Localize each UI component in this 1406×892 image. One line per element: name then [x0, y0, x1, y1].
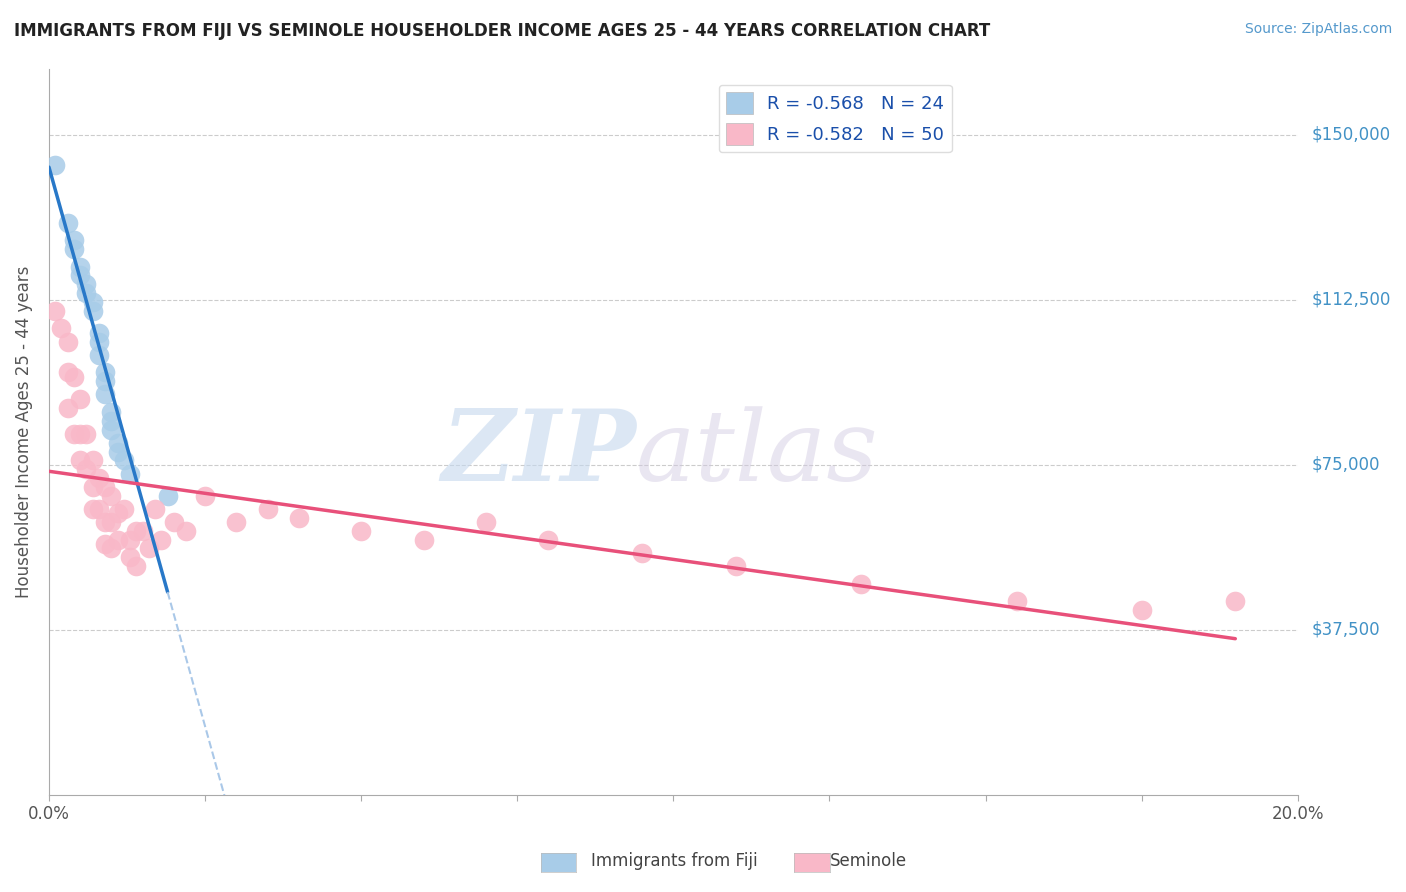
Point [194, 489, 217, 503]
Point [87, 348, 110, 362]
Point [112, 453, 135, 467]
Point [107, 533, 129, 547]
Point [69, 453, 91, 467]
Point [82, 501, 104, 516]
Text: ZIP: ZIP [441, 405, 636, 502]
Point [163, 515, 186, 529]
Point [120, 533, 142, 547]
Point [75, 427, 97, 442]
Point [51, 321, 73, 335]
Text: Source: ZipAtlas.com: Source: ZipAtlas.com [1244, 22, 1392, 37]
Point [176, 524, 198, 538]
Point [94, 387, 117, 401]
Point [44, 158, 66, 172]
Point [1005, 594, 1028, 608]
Point [63, 427, 86, 442]
Point [82, 480, 104, 494]
Point [100, 541, 122, 556]
Point [107, 435, 129, 450]
Text: $75,000: $75,000 [1312, 456, 1381, 474]
Point [1225, 594, 1247, 608]
Text: Immigrants from Fiji: Immigrants from Fiji [591, 852, 758, 870]
Text: $150,000: $150,000 [1312, 126, 1391, 144]
Point [120, 467, 142, 481]
Text: $112,500: $112,500 [1312, 291, 1391, 309]
Point [82, 303, 104, 318]
Point [287, 510, 309, 524]
Point [63, 242, 86, 256]
Point [143, 501, 166, 516]
Text: atlas: atlas [636, 406, 879, 501]
Point [69, 268, 91, 283]
Point [94, 365, 117, 379]
Point [94, 515, 117, 529]
Point [100, 489, 122, 503]
Point [63, 233, 86, 247]
Point [87, 326, 110, 340]
Point [100, 405, 122, 419]
Point [107, 506, 129, 520]
Legend: R = -0.568   N = 24, R = -0.582   N = 50: R = -0.568 N = 24, R = -0.582 N = 50 [718, 85, 952, 153]
Point [87, 501, 110, 516]
Point [69, 260, 91, 274]
Point [107, 444, 129, 458]
Point [56, 365, 79, 379]
Text: Seminole: Seminole [830, 852, 907, 870]
Point [849, 576, 872, 591]
Point [94, 537, 117, 551]
Point [475, 515, 498, 529]
Point [537, 533, 560, 547]
Point [138, 541, 160, 556]
Point [125, 524, 148, 538]
Point [225, 515, 247, 529]
Point [1130, 603, 1153, 617]
Point [75, 286, 97, 301]
Point [56, 334, 79, 349]
Point [100, 423, 122, 437]
Point [87, 334, 110, 349]
Point [100, 515, 122, 529]
Point [112, 501, 135, 516]
Y-axis label: Householder Income Ages 25 - 44 years: Householder Income Ages 25 - 44 years [15, 266, 32, 598]
Point [412, 533, 434, 547]
Point [82, 453, 104, 467]
Point [87, 471, 110, 485]
Point [56, 216, 79, 230]
Point [75, 277, 97, 292]
Point [75, 462, 97, 476]
Point [94, 374, 117, 388]
Point [82, 294, 104, 309]
Point [120, 550, 142, 565]
Point [44, 303, 66, 318]
Point [100, 414, 122, 428]
Point [256, 501, 278, 516]
Point [156, 489, 179, 503]
Point [350, 524, 373, 538]
Point [131, 524, 153, 538]
Point [63, 369, 86, 384]
Text: IMMIGRANTS FROM FIJI VS SEMINOLE HOUSEHOLDER INCOME AGES 25 - 44 YEARS CORRELATI: IMMIGRANTS FROM FIJI VS SEMINOLE HOUSEHO… [14, 22, 990, 40]
Point [631, 546, 654, 560]
Text: $37,500: $37,500 [1312, 621, 1381, 639]
Point [56, 401, 79, 415]
Point [94, 480, 117, 494]
Point [724, 559, 747, 574]
Point [69, 392, 91, 406]
Point [150, 533, 173, 547]
Point [69, 427, 91, 442]
Point [125, 559, 148, 574]
